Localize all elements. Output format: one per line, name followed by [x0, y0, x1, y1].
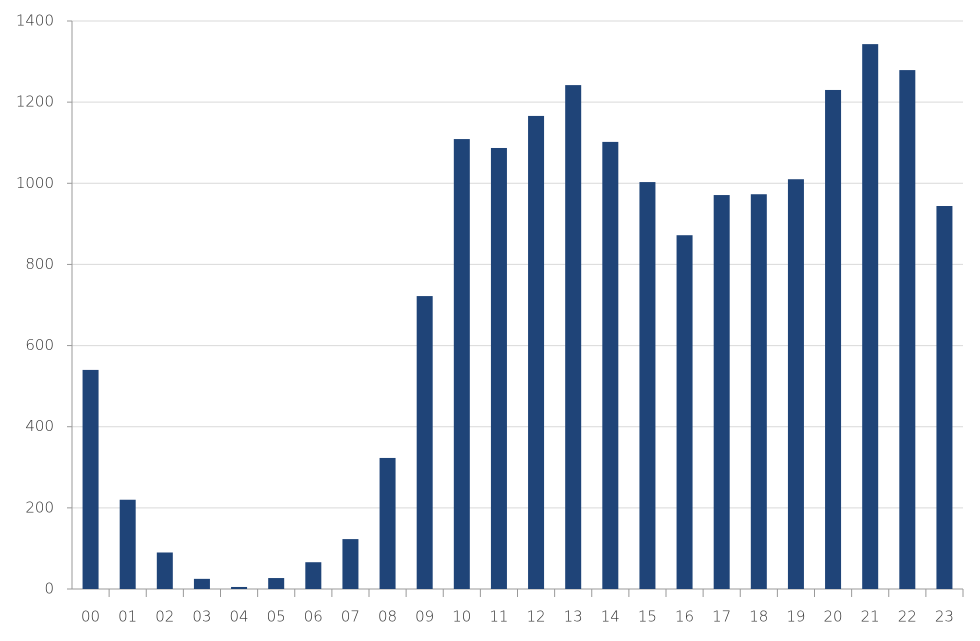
- y-tick-label: 800: [25, 255, 54, 273]
- x-tick-label: 16: [675, 608, 694, 626]
- x-tick-label: 10: [452, 608, 471, 626]
- x-tick-label: 21: [861, 608, 880, 626]
- bar: [602, 141, 619, 589]
- x-tick-label: 09: [415, 608, 434, 626]
- x-tick-label: 06: [304, 608, 323, 626]
- x-tick-label: 11: [489, 608, 508, 626]
- bar: [82, 369, 99, 589]
- bar: [528, 115, 545, 590]
- x-tick-label: 17: [712, 608, 731, 626]
- bar: [231, 586, 248, 589]
- bar: [490, 147, 507, 589]
- bar: [268, 578, 285, 589]
- bar: [899, 70, 916, 589]
- bar: [565, 85, 582, 590]
- y-tick-label: 1200: [16, 93, 54, 111]
- x-tick-label: 12: [527, 608, 546, 626]
- bar: [156, 552, 173, 589]
- bar: [676, 235, 693, 589]
- y-tick-label: 0: [44, 580, 54, 598]
- bar: [193, 578, 210, 589]
- x-tick-label: 19: [786, 608, 805, 626]
- bar: [639, 182, 656, 589]
- y-tick-label: 400: [25, 417, 54, 435]
- x-tick-label: 00: [81, 608, 100, 626]
- bar: [305, 562, 322, 589]
- x-tick-label: 18: [749, 608, 768, 626]
- x-tick-label: 22: [898, 608, 917, 626]
- y-tick-label: 1000: [16, 174, 54, 192]
- x-tick-label: 15: [638, 608, 657, 626]
- bar: [750, 194, 767, 590]
- x-tick-label: 14: [601, 608, 620, 626]
- x-tick-label: 08: [378, 608, 397, 626]
- bar: [787, 179, 804, 589]
- bar: [453, 139, 470, 589]
- bar: [936, 206, 953, 589]
- x-tick-label: 20: [824, 608, 843, 626]
- bar: [825, 89, 842, 589]
- y-tick-label: 1400: [16, 12, 54, 30]
- x-tick-label: 02: [155, 608, 174, 626]
- x-tick-label: 07: [341, 608, 360, 626]
- x-tick-label: 13: [564, 608, 583, 626]
- bar: [862, 44, 879, 589]
- x-tick-label: 03: [192, 608, 211, 626]
- bar: [342, 539, 359, 589]
- bar: [119, 499, 136, 589]
- bar: [416, 296, 433, 589]
- bar: [713, 195, 730, 589]
- bar: [379, 457, 396, 589]
- x-tick-label: 01: [118, 608, 137, 626]
- x-tick-label: 04: [230, 608, 249, 626]
- y-tick-label: 600: [25, 336, 54, 354]
- x-tick-label: 23: [935, 608, 954, 626]
- y-tick-label: 200: [25, 498, 54, 516]
- x-tick-label: 05: [267, 608, 286, 626]
